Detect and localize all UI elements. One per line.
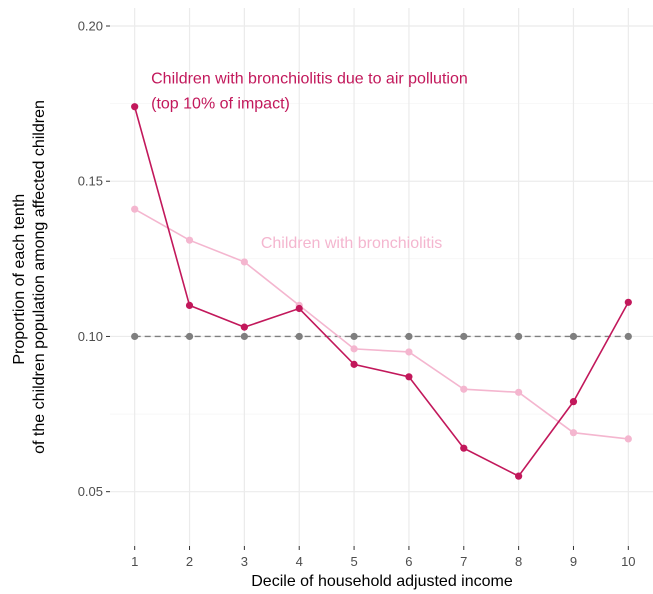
y-tick-label: 0.10 — [78, 329, 103, 344]
series-2-point — [240, 258, 248, 266]
annotation-2-line-1: Children with bronchiolitis — [261, 235, 442, 252]
series-2-point — [515, 388, 523, 396]
series-1-point — [515, 472, 523, 480]
series-2-point — [569, 429, 578, 437]
series-1-point — [405, 373, 413, 381]
x-axis: 1 2 3 4 5 6 7 8 9 10 — [131, 546, 636, 569]
x-tick-label: 9 — [570, 554, 577, 569]
y-axis-title-line-2: of the children population among affecte… — [31, 100, 48, 454]
annotation-1-line-1: Children with bronchiolitis due to air p… — [151, 70, 468, 87]
series-1-point — [240, 323, 248, 331]
x-axis-title: Decile of household adjusted income — [251, 573, 513, 590]
series-line-1 — [133, 106, 630, 478]
annotations: Children with bronchiolitis due to air p… — [151, 70, 468, 252]
series-1-point — [295, 304, 303, 313]
series-2-point — [624, 435, 632, 443]
x-tick-label: 6 — [405, 554, 412, 569]
y-tick-label: 0.15 — [78, 174, 103, 189]
series-1-point — [185, 301, 194, 310]
x-tick-label: 1 — [131, 554, 138, 569]
series-3-point — [185, 332, 194, 341]
y-tick-label: 0.20 — [78, 19, 103, 34]
series-1-point — [460, 444, 468, 452]
x-tick-label: 4 — [296, 554, 303, 569]
series-3-point — [295, 332, 303, 341]
series-3-point — [405, 332, 413, 341]
series-3-point — [131, 332, 139, 341]
series-group — [131, 103, 632, 480]
series-2-point — [460, 385, 468, 393]
series-2-point — [350, 345, 358, 353]
series-3-point — [350, 332, 358, 341]
series-2-point — [185, 236, 194, 244]
series-3-point — [240, 332, 248, 341]
grid-lines — [110, 8, 653, 546]
x-tick-label: 10 — [621, 554, 635, 569]
series-1-point — [624, 298, 632, 306]
series-3-point — [460, 332, 468, 341]
series-2-point — [405, 348, 413, 356]
x-tick-label: 7 — [460, 554, 467, 569]
y-tick-label: 0.05 — [78, 484, 103, 499]
y-axis-title-line-1: Proportion of each tenth — [11, 194, 28, 365]
series-3-point — [515, 332, 523, 341]
series-3-point — [569, 332, 578, 341]
series-1-point — [569, 398, 578, 406]
series-1-point — [131, 103, 139, 111]
series-2-point — [131, 205, 139, 213]
series-3-point — [624, 332, 632, 341]
y-axis: 0.05 0.10 0.15 0.20 — [78, 19, 110, 499]
x-tick-label: 3 — [241, 554, 248, 569]
x-tick-label: 2 — [186, 554, 193, 569]
x-tick-label: 8 — [515, 554, 522, 569]
series-1-point — [350, 360, 358, 368]
y-axis-title: Proportion of each tenth of the children… — [11, 100, 48, 454]
series-line-2 — [134, 208, 629, 440]
x-tick-label: 5 — [350, 554, 357, 569]
annotation-1-line-2: (top 10% of impact) — [151, 95, 290, 112]
